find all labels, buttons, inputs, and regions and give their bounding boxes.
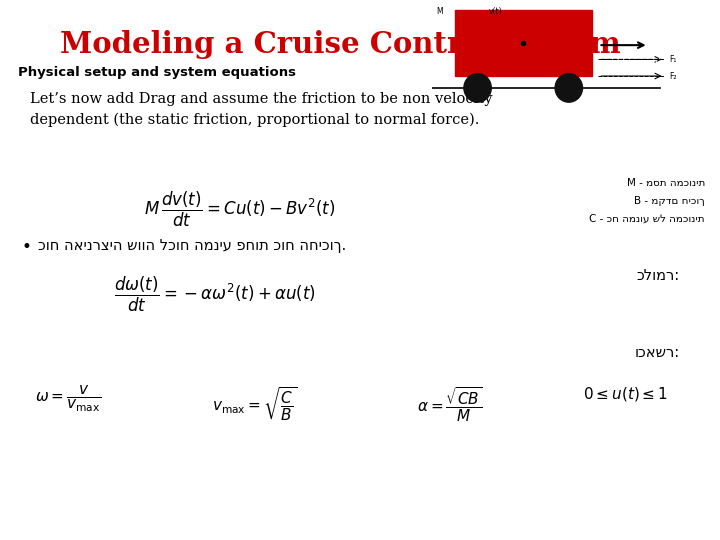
Text: •: • — [22, 238, 32, 256]
Text: $\dfrac{d\omega(t)}{dt} = -\alpha\omega^2(t) + \alpha u(t)$: $\dfrac{d\omega(t)}{dt} = -\alpha\omega^… — [114, 275, 316, 314]
Bar — [455, 10, 592, 76]
Text: $\omega = \dfrac{v}{v_{\max}}$: $\omega = \dfrac{v}{v_{\max}}$ — [35, 385, 101, 415]
Text: Let’s now add Drag and assume the friction to be non velocity
dependent (the sta: Let’s now add Drag and assume the fricti… — [30, 92, 492, 127]
Text: וכאשר:: וכאשר: — [635, 345, 680, 360]
Text: $0 \leq u(t) \leq 1$: $0 \leq u(t) \leq 1$ — [582, 385, 667, 403]
Text: B - מקדם חיכוך: B - מקדם חיכוך — [634, 196, 705, 206]
Text: v(t): v(t) — [489, 7, 503, 16]
Circle shape — [555, 73, 582, 102]
Text: M - מסת המכונית: M - מסת המכונית — [626, 178, 705, 188]
Text: Physical setup and system equations: Physical setup and system equations — [18, 66, 296, 79]
Text: F₂: F₂ — [669, 71, 677, 80]
Text: כלומר:: כלומר: — [636, 268, 680, 283]
Text: כוח האינרציה שווה לכוח המניע פחות כוח החיכוך.: כוח האינרציה שווה לכוח המניע פחות כוח הח… — [38, 238, 346, 253]
Circle shape — [464, 73, 491, 102]
Text: $M\,\dfrac{dv(t)}{dt} = Cu(t) - Bv^2(t)$: $M\,\dfrac{dv(t)}{dt} = Cu(t) - Bv^2(t)$ — [144, 190, 336, 229]
Text: $\alpha = \dfrac{\sqrt{CB}}{M}$: $\alpha = \dfrac{\sqrt{CB}}{M}$ — [418, 385, 482, 424]
Text: M: M — [436, 7, 444, 16]
Text: C - כח המנוע של המכונית: C - כח המנוע של המכונית — [590, 214, 705, 224]
Text: Modeling a Cruise Control System: Modeling a Cruise Control System — [60, 30, 621, 59]
Text: $v_{\max} = \sqrt{\dfrac{C}{B}}$: $v_{\max} = \sqrt{\dfrac{C}{B}}$ — [212, 385, 297, 422]
Text: F₁: F₁ — [669, 55, 677, 64]
